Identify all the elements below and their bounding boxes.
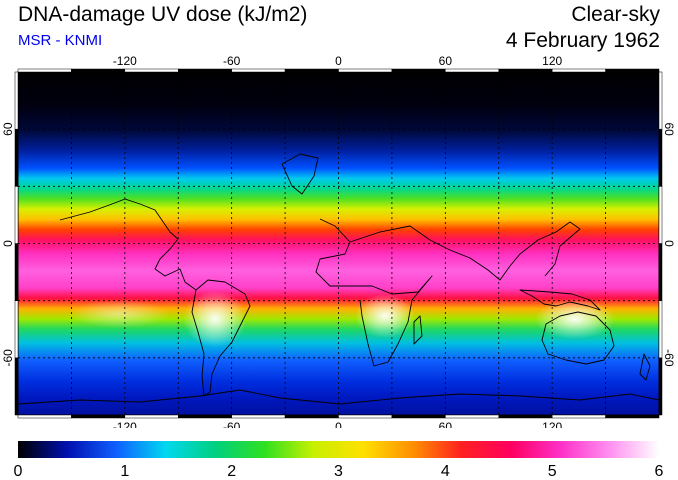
lon-tick-label-top: 60 [439, 54, 453, 68]
frame-segment-top [231, 68, 286, 73]
lon-tick-label-bottom: 0 [335, 420, 342, 428]
frame-segment-bottom [284, 414, 339, 419]
lon-tick-label-bottom: -120 [113, 420, 137, 428]
lon-tick-label-bottom: -60 [223, 420, 241, 428]
frame-segment-top [498, 68, 553, 73]
colorbar-tick-label: 4 [441, 463, 450, 480]
lat-tick-label-left: 60 [1, 122, 15, 136]
frame-segment-top [391, 68, 446, 73]
frame-ticks [14, 68, 663, 419]
frame-segment-bottom [17, 414, 72, 419]
frame-segment-top [445, 68, 500, 73]
south-america-hotspot [183, 291, 247, 347]
frame-segment-left [14, 357, 19, 416]
frame-segment-bottom [498, 414, 553, 419]
frame-segment-right [658, 357, 663, 416]
frame-segment-left [14, 186, 19, 244]
lat-tick-label-right: 0 [662, 240, 676, 247]
lon-tick-label-top: 120 [542, 54, 562, 68]
greenland-coast [281, 153, 319, 195]
frame-segment-bottom [338, 414, 393, 419]
frame-segment-right [658, 300, 663, 359]
frame-segment-bottom [178, 414, 232, 419]
lat-tick-label-right: 60 [662, 122, 676, 136]
lat-tick-label-left: 0 [1, 240, 15, 247]
coastlines [17, 153, 660, 405]
pacific-hotspot [70, 300, 170, 328]
lon-tick-label-top: 0 [335, 54, 342, 68]
colorbar-tick-label: 0 [14, 463, 23, 480]
frame-segment-left [14, 128, 19, 187]
colorbar-tick-label: 1 [120, 463, 129, 480]
north-america-coast [59, 198, 197, 291]
dose-highlights [70, 291, 615, 347]
frame-segment-left [14, 243, 19, 301]
frame-segment-bottom [605, 414, 660, 419]
gridlines [18, 72, 659, 415]
australia-coast [541, 311, 615, 365]
southeast-asia-islands [519, 289, 601, 311]
madagascar-coast [413, 315, 423, 345]
lat-tick-label-right: -60 [662, 349, 676, 367]
frame-segment-top [551, 68, 606, 73]
colorbar-tick-label: 2 [227, 463, 236, 480]
europe-africa-coast [315, 218, 433, 367]
colorbar-labels: 0 1 2 3 4 5 6 [14, 463, 664, 480]
frame-segment-top [338, 68, 393, 73]
frame-segment-top [284, 68, 339, 73]
lon-tick-label-bottom: 120 [542, 420, 562, 428]
map-title: DNA-damage UV dose (kJ/m2) [18, 3, 308, 26]
lon-tick-label-top: -120 [113, 54, 137, 68]
colorbar-tick-label: 6 [655, 463, 664, 480]
lon-tick-label-bottom: 60 [439, 420, 453, 428]
frame-segment-bottom [445, 414, 500, 419]
date-label: 4 February 1962 [505, 29, 660, 52]
antarctica-coast [17, 389, 660, 405]
australia-hotspot [535, 299, 615, 339]
frame-segment-top [17, 68, 72, 73]
southern-africa-hotspot [355, 294, 415, 338]
frame-segment-top [71, 68, 126, 73]
frame-segment-bottom [124, 414, 179, 419]
frame-segment-left [14, 71, 19, 130]
frame-segment-top [178, 68, 232, 73]
frame-segment-bottom [391, 414, 446, 419]
frame-segment-right [658, 128, 663, 187]
axis-labels: -120 -120 -60 -60 0 0 60 60 120 120 60 60 0 0 -60 -60 [1, 54, 676, 428]
frame-segment-bottom [551, 414, 606, 419]
frame-segment-right [658, 71, 663, 130]
frame-segment-right [658, 243, 663, 301]
map-frame: -120 -120 -60 -60 0 0 60 60 120 120 60 60 0 0 -60 -60 [1, 54, 676, 428]
lat-tick-label-left: -60 [1, 349, 15, 367]
uv-dose-map: -120 -120 -60 -60 0 0 60 60 120 120 60 60 0 0 -60 -60 [1, 54, 676, 428]
south-america-coast [191, 279, 251, 397]
lon-tick-label-top: -60 [223, 54, 241, 68]
colorbar-ramp [18, 441, 659, 458]
frame-segment-top [605, 68, 660, 73]
sky-condition: Clear-sky [571, 3, 660, 26]
source-label: MSR - KNMI [18, 32, 103, 49]
colorbar-tick-label: 5 [548, 463, 557, 480]
frame-segment-bottom [231, 414, 286, 419]
frame-segment-top [124, 68, 179, 73]
colorbar: 0 1 2 3 4 5 6 [14, 441, 664, 480]
frame-segment-bottom [71, 414, 126, 419]
frame-segment-left [14, 300, 19, 359]
new-zealand-coast [639, 353, 651, 381]
frame-segment-right [658, 186, 663, 244]
asia-coast [349, 221, 581, 281]
colorbar-tick-label: 3 [334, 463, 343, 480]
